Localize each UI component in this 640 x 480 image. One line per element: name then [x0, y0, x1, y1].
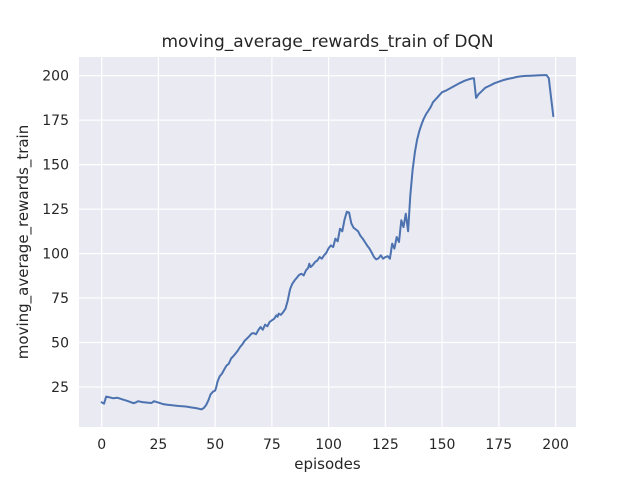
y-tick-label: 50: [51, 336, 69, 352]
x-tick-label: 75: [263, 437, 281, 453]
gridlines: [79, 57, 576, 427]
y-tick-label: 175: [42, 113, 69, 129]
x-tick-labels: 0 25 50 75 100 125 150 175 200: [97, 437, 569, 453]
x-tick-label: 100: [315, 437, 342, 453]
data-series: [100, 74, 555, 411]
x-tick-label: 25: [149, 437, 167, 453]
x-tick-label: 125: [372, 437, 399, 453]
y-axis-label: moving_average_rewards_train: [14, 125, 33, 359]
x-tick-label: 175: [485, 437, 512, 453]
y-tick-label: 125: [42, 202, 69, 218]
y-tick-label: 200: [42, 69, 69, 85]
x-tick-label: 150: [429, 437, 456, 453]
x-tick-label: 200: [542, 437, 569, 453]
y-tick-label: 25: [51, 380, 69, 396]
y-tick-label: 150: [42, 158, 69, 174]
chart-title: moving_average_rewards_train of DQN: [161, 32, 493, 52]
y-tick-label: 100: [42, 247, 69, 263]
y-tick-labels: 25 50 75 100 125 150 175 200: [42, 69, 69, 396]
plot-area: [79, 57, 576, 427]
series-line: [100, 74, 555, 411]
y-tick-label: 75: [51, 291, 69, 307]
x-axis-label: episodes: [294, 455, 361, 473]
x-tick-label: 0: [97, 437, 106, 453]
x-tick-label: 50: [206, 437, 224, 453]
